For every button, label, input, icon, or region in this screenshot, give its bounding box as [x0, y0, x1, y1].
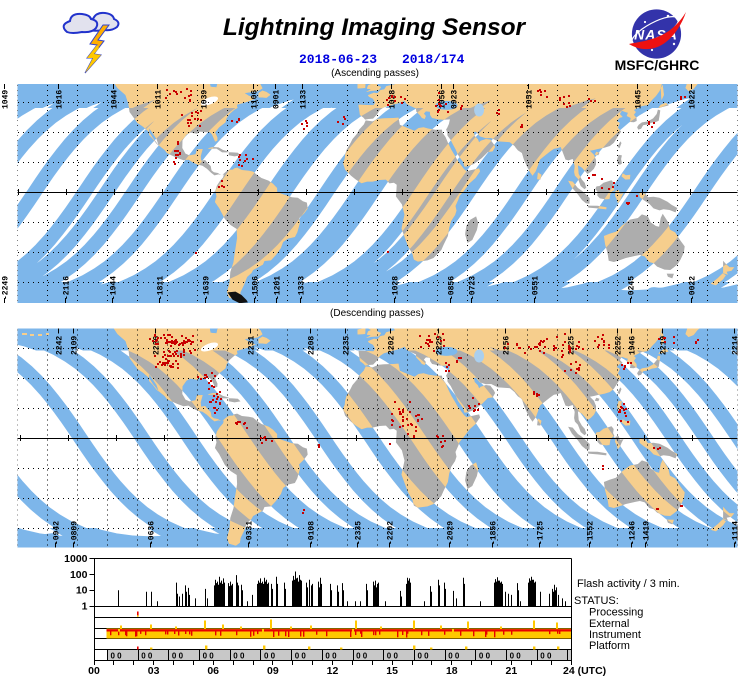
- svg-text:-2116: -2116: [63, 276, 72, 300]
- svg-text:1039: 1039: [201, 90, 210, 109]
- svg-text:MSFC/GHRC: MSFC/GHRC: [615, 57, 700, 73]
- svg-text:(Ascending passes): (Ascending passes): [331, 68, 419, 79]
- svg-text:2252: 2252: [615, 336, 624, 355]
- svg-text:-0022: -0022: [689, 276, 698, 300]
- svg-text:-1246: -1246: [629, 521, 638, 545]
- svg-text:0 0: 0 0: [356, 651, 368, 660]
- svg-text:Lightning Imaging Sensor: Lightning Imaging Sensor: [223, 14, 527, 41]
- svg-text:1: 1: [82, 601, 88, 613]
- svg-text:0923: 0923: [451, 90, 460, 109]
- svg-text:0 0: 0 0: [264, 651, 276, 660]
- svg-text:1044: 1044: [111, 90, 120, 109]
- svg-text:0 0: 0 0: [141, 651, 153, 660]
- svg-text:0 0: 0 0: [540, 651, 552, 660]
- svg-text:24 (UTC): 24 (UTC): [563, 665, 606, 677]
- svg-text:21: 21: [506, 665, 518, 677]
- svg-text:-0108: -0108: [308, 521, 317, 545]
- svg-text:-1856: -1856: [490, 521, 499, 545]
- svg-text:2226: 2226: [153, 336, 162, 355]
- svg-text:STATUS:: STATUS:: [574, 595, 619, 607]
- svg-text:2208: 2208: [308, 336, 317, 355]
- svg-text:-0245: -0245: [628, 276, 637, 300]
- svg-text:-2249: -2249: [2, 276, 11, 300]
- svg-text:0 0: 0 0: [233, 651, 245, 660]
- svg-text:1056: 1056: [439, 90, 448, 109]
- svg-text:1049: 1049: [2, 90, 11, 109]
- svg-text:(Descending passes): (Descending passes): [330, 308, 424, 319]
- svg-text:Instrument: Instrument: [589, 629, 641, 641]
- svg-text:03: 03: [148, 665, 160, 677]
- svg-text:-1028: -1028: [392, 276, 401, 300]
- svg-text:1000: 1000: [64, 553, 88, 565]
- svg-text:2231: 2231: [248, 336, 257, 355]
- svg-text:-0331: -0331: [246, 521, 255, 545]
- svg-text:0 0: 0 0: [325, 651, 337, 660]
- svg-text:-1639: -1639: [203, 276, 212, 300]
- svg-text:0901: 0901: [273, 90, 282, 109]
- svg-text:-0551: -0551: [532, 276, 541, 300]
- svg-text:1133: 1133: [300, 90, 309, 109]
- svg-text:2235: 2235: [343, 336, 352, 355]
- svg-text:1028: 1028: [389, 90, 398, 109]
- svg-text:2109: 2109: [71, 336, 80, 355]
- svg-text:-2029: -2029: [447, 521, 456, 545]
- svg-text:06: 06: [207, 665, 219, 677]
- svg-text:0 0: 0 0: [510, 651, 522, 660]
- svg-text:External: External: [589, 618, 629, 630]
- svg-text:10: 10: [76, 585, 88, 597]
- svg-text:0 0: 0 0: [479, 651, 491, 660]
- svg-text:1011: 1011: [155, 90, 164, 109]
- svg-text:-1419: -1419: [643, 521, 652, 545]
- svg-text:18: 18: [446, 665, 458, 677]
- svg-text:Platform: Platform: [589, 640, 630, 652]
- svg-text:0 0: 0 0: [448, 651, 460, 660]
- svg-text:1946: 1946: [629, 336, 638, 355]
- svg-text:-0723: -0723: [469, 276, 478, 300]
- svg-text:0 0: 0 0: [111, 651, 123, 660]
- svg-text:2242: 2242: [56, 336, 65, 355]
- svg-text:2225: 2225: [568, 336, 577, 355]
- svg-text:2229: 2229: [436, 336, 445, 355]
- svg-text:2202: 2202: [388, 336, 397, 355]
- svg-text:-1811: -1811: [157, 276, 166, 300]
- svg-text:09: 09: [267, 665, 279, 677]
- svg-text:100: 100: [70, 569, 88, 581]
- svg-text:-1552: -1552: [587, 521, 596, 545]
- svg-text:-0942: -0942: [53, 521, 62, 545]
- svg-text:00: 00: [88, 665, 100, 677]
- svg-text:-1114: -1114: [732, 521, 741, 545]
- svg-text:0 0: 0 0: [387, 651, 399, 660]
- svg-text:2256: 2256: [503, 336, 512, 355]
- svg-text:1022: 1022: [689, 90, 698, 109]
- svg-text:-2335: -2335: [355, 521, 364, 545]
- svg-text:-0856: -0856: [448, 276, 457, 300]
- svg-text:0 0: 0 0: [295, 651, 307, 660]
- svg-text:2219: 2219: [660, 336, 669, 355]
- svg-text:-0636: -0636: [148, 521, 157, 545]
- svg-text:-1201: -1201: [274, 276, 283, 300]
- svg-text:12: 12: [327, 665, 339, 677]
- svg-text:1016: 1016: [56, 90, 65, 109]
- svg-text:2018-06-23: 2018-06-23: [299, 52, 377, 67]
- svg-text:0 0: 0 0: [172, 651, 184, 660]
- svg-text:-0809: -0809: [71, 521, 80, 545]
- svg-text:0 0: 0 0: [203, 651, 215, 660]
- svg-text:Processing: Processing: [589, 607, 643, 619]
- svg-text:2214: 2214: [732, 336, 741, 355]
- svg-text:15: 15: [386, 665, 398, 677]
- svg-text:1051: 1051: [526, 90, 535, 109]
- svg-text:-1725: -1725: [537, 521, 546, 545]
- svg-text:1045: 1045: [635, 90, 644, 109]
- svg-text:Flash activity / 3 min.: Flash activity / 3 min.: [577, 578, 680, 590]
- svg-text:0 0: 0 0: [418, 651, 430, 660]
- svg-text:2018/174: 2018/174: [402, 52, 465, 67]
- svg-text:-2202: -2202: [387, 521, 396, 545]
- svg-text:-1506: -1506: [252, 276, 261, 300]
- svg-text:-1333: -1333: [298, 276, 307, 300]
- svg-text:1106: 1106: [251, 90, 260, 109]
- svg-text:-1944: -1944: [110, 276, 119, 300]
